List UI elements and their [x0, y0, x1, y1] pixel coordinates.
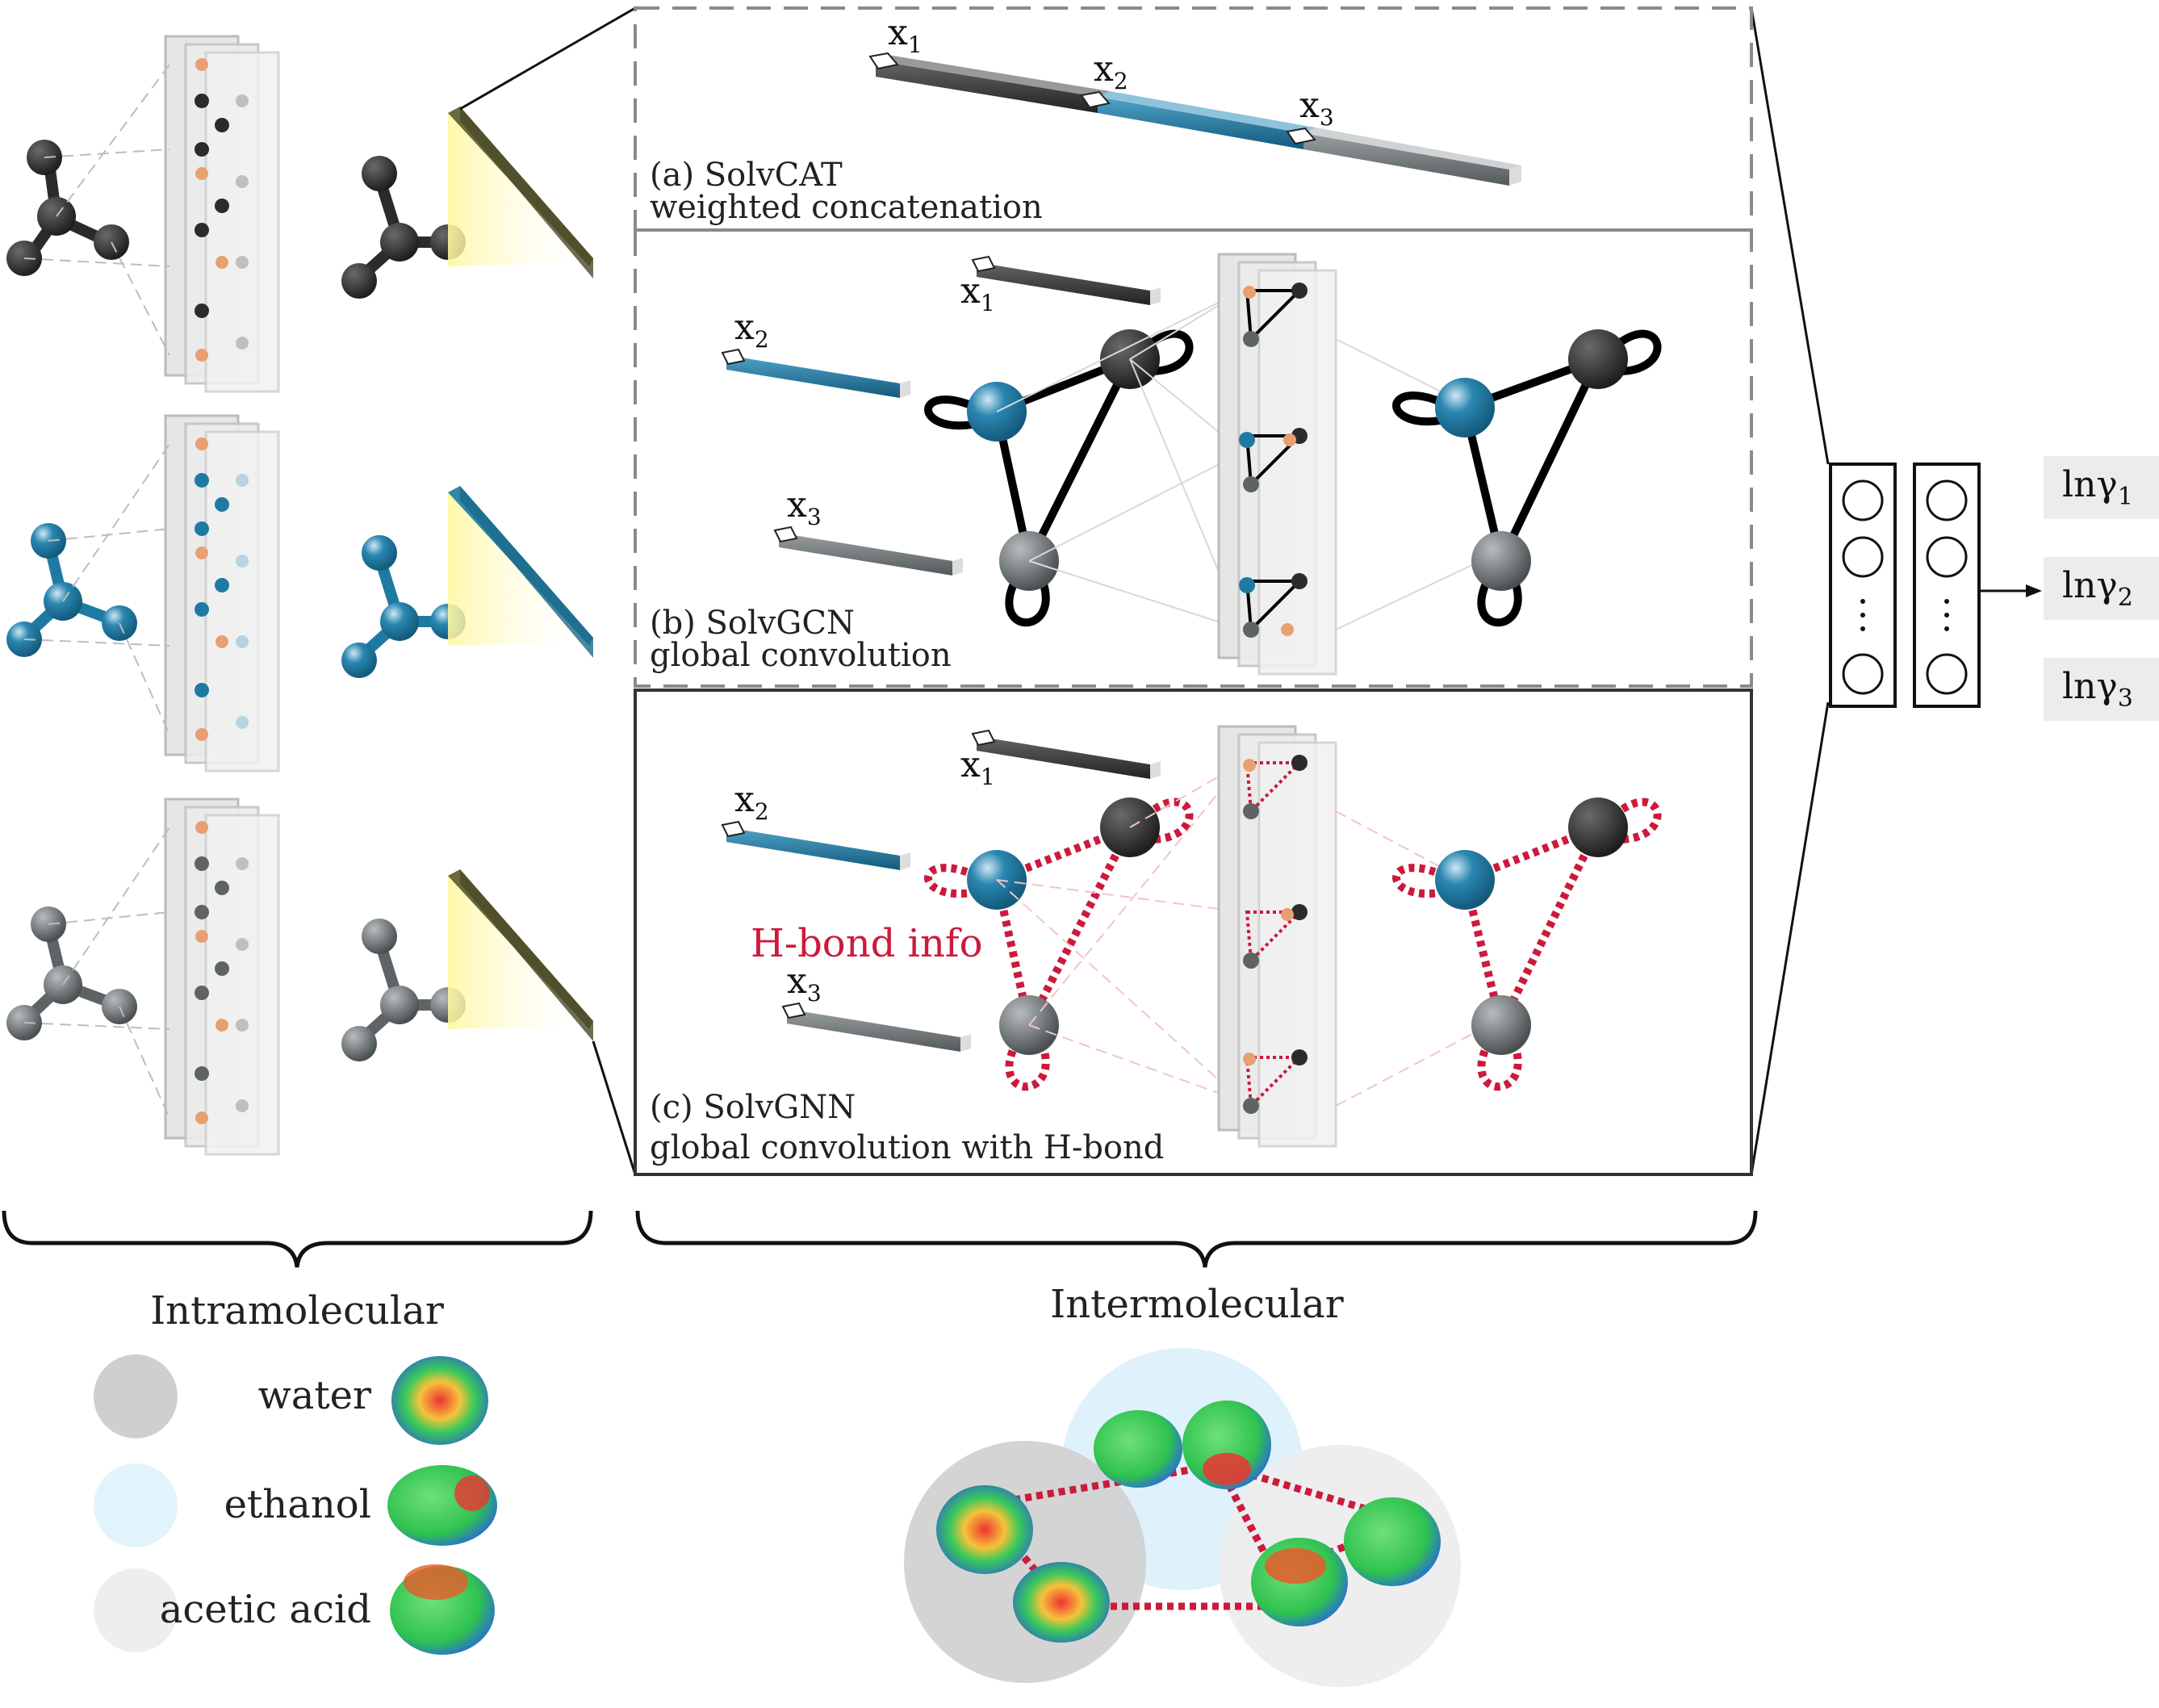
- x1-bar: [971, 729, 1161, 779]
- output-activity-coefficients: lnγ1 lnγ2 lnγ3: [2044, 456, 2159, 721]
- x2-bar: [721, 820, 910, 870]
- intra-brace: [2, 1210, 593, 1268]
- legend-label-ethanol: ethanol: [224, 1482, 371, 1527]
- feature-prism-gray: [448, 869, 593, 1041]
- gcn-layer-stack: [164, 35, 280, 393]
- gcn-layer-stack: [164, 797, 280, 1156]
- intramolecular-label: Intramolecular: [150, 1288, 444, 1333]
- x3-label: x3: [787, 484, 822, 530]
- mlp-layer-1: [1829, 463, 1897, 708]
- gray-node: [1471, 995, 1531, 1055]
- x3-label: x3: [787, 961, 822, 1007]
- molecule-row-2: [6, 414, 593, 772]
- x1-bar: [971, 255, 1161, 305]
- dark-node: [1568, 797, 1628, 857]
- output-molecule-gray: [341, 919, 466, 1061]
- mixture-graph-input: [924, 329, 1194, 627]
- input-molecule-dark: [6, 140, 129, 276]
- output-ln-gamma-2: lnγ2: [2062, 565, 2133, 612]
- x3-bar: [781, 1002, 971, 1052]
- panel-c-solvgnn: x1 x2 x3 H-bond info: [634, 689, 1753, 1176]
- inter-brace: [635, 1210, 1758, 1268]
- x1-label: x1: [960, 744, 995, 790]
- feature-prism-dark: [448, 107, 593, 278]
- mixture-graph-output: [1392, 329, 1662, 627]
- component-legend: water ethanol acetic acid: [94, 1354, 497, 1655]
- x2-bar: [721, 348, 910, 398]
- panel-b-title: (b) SolvGCN: [650, 605, 855, 642]
- panel-a-subtitle: weighted concatenation: [650, 189, 1043, 226]
- legend-swatch-ethanol: [94, 1463, 178, 1547]
- global-gnn-layer-stack: [1217, 725, 1337, 1148]
- graph-to-layer-edges: [996, 290, 1244, 630]
- panel-c-title: (c) SolvGNN: [650, 1089, 856, 1126]
- zoom-lines: [459, 6, 1830, 1175]
- input-edges: [23, 64, 170, 356]
- panel-b-subtitle: global convolution: [650, 637, 952, 674]
- molecule-row-1: [6, 35, 593, 393]
- molecule-row-3: [6, 797, 593, 1156]
- output-molecule-blue: [341, 535, 466, 678]
- output-ln-gamma-1: lnγ1: [2062, 464, 2133, 511]
- output-molecule-dark: [341, 156, 466, 299]
- esp-map-water: [391, 1356, 488, 1445]
- panel-b-solvgcn: x1 x2 x3: [634, 228, 1753, 688]
- input-molecule-gray: [6, 906, 137, 1040]
- mlp-layers: [1829, 463, 2042, 708]
- braces: [2, 1210, 1758, 1268]
- mlp-layer-2: [1913, 463, 1981, 708]
- panel-c-subtitle: global convolution with H-bond: [650, 1129, 1164, 1166]
- intermolecular-label: Intermolecular: [1050, 1282, 1343, 1327]
- output-ln-gamma-3: lnγ3: [2062, 666, 2133, 713]
- x2-label: x2: [1094, 48, 1128, 94]
- x2-label: x2: [734, 779, 769, 825]
- x1-label: x1: [960, 270, 995, 316]
- x3-label: x3: [1299, 85, 1334, 131]
- legend-label-water: water: [258, 1373, 371, 1418]
- feature-prism-blue: [448, 486, 593, 658]
- x1-label: x1: [888, 12, 923, 58]
- hbond-info-label: H-bond info: [751, 921, 983, 966]
- panel-a-solvcat: x1 x2 x3 (a) SolvCAT weighted concatenat…: [634, 6, 1753, 232]
- x3-bar: [773, 525, 963, 576]
- blue-node: [1435, 850, 1495, 910]
- legend-swatch-acetic-acid: [94, 1568, 178, 1652]
- gcn-layer-stack: [164, 414, 280, 772]
- x2-label: x2: [734, 307, 769, 353]
- legend-swatch-water: [94, 1354, 178, 1438]
- intermolecular-cluster: [904, 1348, 1461, 1687]
- panel-a-title: (a) SolvCAT: [650, 157, 843, 194]
- global-gcn-layer-stack: [1217, 253, 1337, 676]
- intramolecular-column: [6, 35, 593, 1156]
- input-molecule-blue: [6, 523, 137, 657]
- legend-label-acetic-acid: acetic acid: [160, 1587, 371, 1632]
